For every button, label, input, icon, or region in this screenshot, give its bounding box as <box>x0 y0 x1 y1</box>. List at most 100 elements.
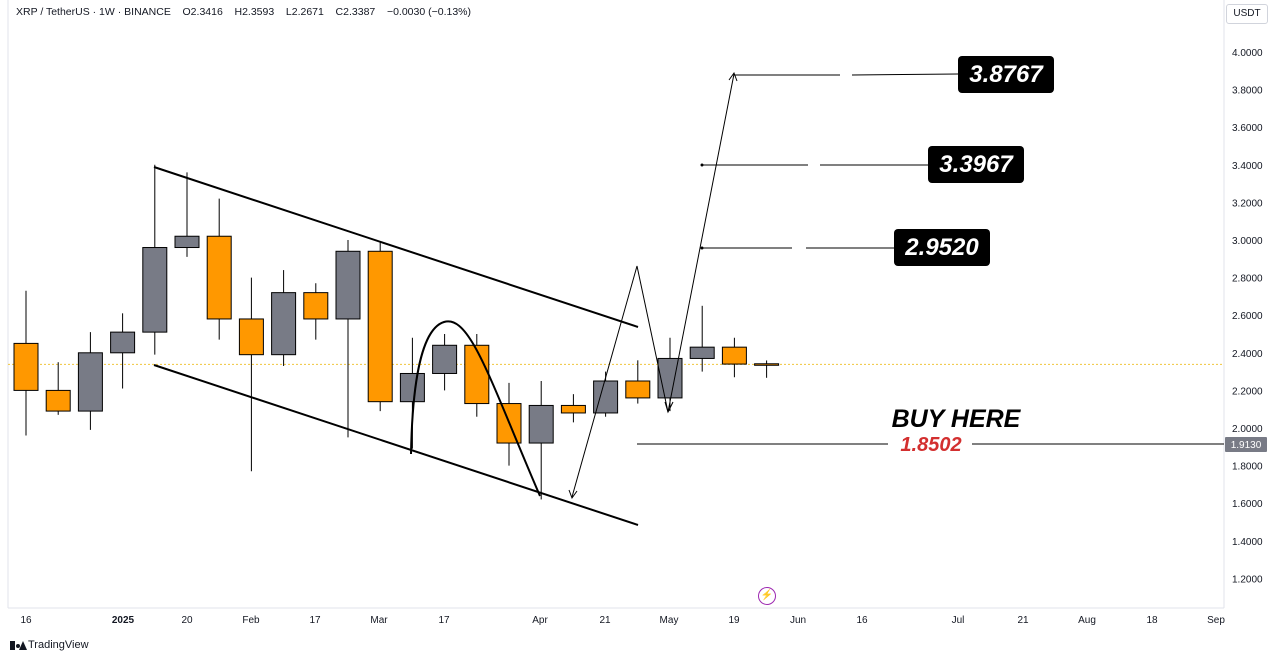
time-tick-label: 20 <box>181 615 193 626</box>
lightning-icon[interactable]: ⚡ <box>758 587 776 605</box>
candle-body <box>335 250 361 320</box>
time-tick-label: Aug <box>1078 615 1096 626</box>
candle <box>464 334 490 417</box>
candle-body <box>625 380 651 399</box>
candle <box>271 270 297 366</box>
time-tick-label: 18 <box>1146 615 1158 626</box>
target2-dot <box>700 163 704 167</box>
time-axis[interactable]: 16 2025 20 Feb 17 Mar 17 Apr 21 May 19 Jun 16 Jul 21 Au… <box>20 615 1225 626</box>
currency-selector[interactable]: USDT <box>1226 4 1268 24</box>
candle-body <box>689 346 715 359</box>
candle-body <box>174 235 200 249</box>
candle <box>689 305 715 372</box>
price-tick-label: 2.2000 <box>1232 386 1263 397</box>
candle-body <box>367 250 393 403</box>
tradingview-logo-icon <box>10 640 27 651</box>
candle-body <box>13 342 39 391</box>
candle-body <box>110 331 136 354</box>
target3-box[interactable]: 3.8767 <box>958 56 1054 93</box>
price-tick-label: 3.8000 <box>1232 86 1263 97</box>
candle <box>45 362 71 415</box>
candle <box>335 240 361 438</box>
candle-body <box>142 247 168 333</box>
candle <box>625 360 651 404</box>
candle-body <box>560 404 586 414</box>
candles-layer <box>13 164 780 500</box>
price-tick-label: 1.2000 <box>1232 574 1263 585</box>
candle-body <box>77 352 103 412</box>
price-tick-label: 2.0000 <box>1232 424 1263 435</box>
close-value: C2.3387 <box>335 6 376 18</box>
price-tick-label: 2.4000 <box>1232 349 1263 360</box>
candle-body <box>399 372 425 403</box>
time-tick-label: 17 <box>309 615 321 626</box>
candle <box>303 283 329 340</box>
drawings-layer <box>153 71 1224 526</box>
candle <box>367 241 393 412</box>
channel-upper-line <box>153 166 639 328</box>
price-tick-label: 3.2000 <box>1232 198 1263 209</box>
branding-footer[interactable]: TradingView <box>10 639 89 651</box>
candle-body <box>528 404 554 444</box>
price-axis[interactable]: 4.0000 3.8000 3.6000 3.4000 3.2000 3.0000 2.80… <box>1232 48 1263 585</box>
candle-body <box>754 363 780 366</box>
current-price-tag: 1.9130 <box>1225 437 1267 452</box>
high-value: H2.3593 <box>234 6 275 18</box>
candle-body <box>206 235 232 320</box>
time-tick-label: May <box>660 615 679 626</box>
target3-label: 3.8767 <box>969 61 1044 88</box>
candle <box>13 290 39 436</box>
price-tick-label: 1.6000 <box>1232 499 1263 510</box>
projection-path <box>571 73 735 498</box>
price-tick-label: 2.8000 <box>1232 274 1263 285</box>
candle-body <box>464 344 490 405</box>
candle <box>77 332 103 430</box>
candle-body <box>657 357 683 399</box>
candle <box>174 172 200 257</box>
candle <box>721 337 747 378</box>
price-tick-label: 1.4000 <box>1232 537 1263 548</box>
symbol-info[interactable]: XRP / TetherUS · 1W · BINANCE <box>16 6 171 18</box>
price-tick-label: 2.6000 <box>1232 311 1263 322</box>
time-tick-label: 19 <box>728 615 740 626</box>
time-tick-label: 21 <box>1017 615 1029 626</box>
candle-body <box>303 292 329 320</box>
candle <box>110 313 136 389</box>
candle <box>238 277 264 472</box>
chart-frame <box>7 0 1225 609</box>
time-tick-label: 21 <box>599 615 611 626</box>
target1-box[interactable]: 2.9520 <box>894 229 990 266</box>
time-tick-label: 16 <box>856 615 868 626</box>
time-tick-label: Sep <box>1207 615 1225 626</box>
candle <box>432 334 458 391</box>
candle-body <box>238 318 264 356</box>
current-price-tag-label: 1.9130 <box>1231 440 1262 451</box>
buy-here-label: BUY HERE <box>892 405 1022 433</box>
time-tick-label: Mar <box>370 615 388 626</box>
time-tick-label: Jun <box>790 615 806 626</box>
chart-header: XRP / TetherUS · 1W · BINANCE O2.3416 H2… <box>16 6 471 18</box>
arrowhead-low <box>664 401 674 414</box>
candle <box>399 337 425 449</box>
candle-body <box>271 292 297 356</box>
candle-body <box>45 389 71 412</box>
target1-dot <box>700 246 704 250</box>
price-tick-label: 3.4000 <box>1232 161 1263 172</box>
time-tick-label: 17 <box>438 615 450 626</box>
arrow-target3-b <box>851 73 959 76</box>
candle <box>657 337 683 412</box>
buy-price-label: 1.8502 <box>900 434 961 456</box>
candle <box>206 198 232 340</box>
price-tick-label: 1.8000 <box>1232 462 1263 473</box>
price-tick-label: 3.6000 <box>1232 123 1263 134</box>
open-value: O2.3416 <box>182 6 223 18</box>
time-tick-label: 2025 <box>112 615 135 626</box>
candle <box>142 164 168 355</box>
target2-box[interactable]: 3.3967 <box>928 146 1024 183</box>
arrowhead-top <box>728 71 738 82</box>
candle-body <box>721 346 747 365</box>
branding-text: TradingView <box>28 639 89 651</box>
target2-label: 3.3967 <box>939 151 1014 178</box>
time-tick-label: Apr <box>532 615 548 626</box>
